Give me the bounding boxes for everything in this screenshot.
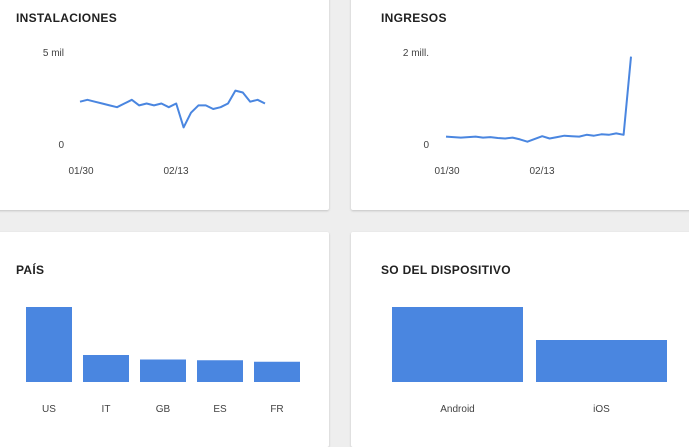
category-label: GB xyxy=(156,404,171,415)
x-tick-label: 02/13 xyxy=(529,166,554,177)
revenue-card[interactable]: INGRESOS 2 mill. 0 01/30 02/13 xyxy=(351,0,689,210)
bar xyxy=(140,359,186,382)
category-label: FR xyxy=(270,404,283,415)
bar xyxy=(83,355,129,382)
y-tick-label: 5 mil xyxy=(43,48,64,59)
x-tick-label: 01/30 xyxy=(434,166,459,177)
os-bar-chart: Android iOS xyxy=(392,307,667,415)
y-tick-label: 2 mill. xyxy=(403,48,429,59)
bar xyxy=(392,307,523,382)
x-tick-label: 01/30 xyxy=(68,166,93,177)
category-label: Android xyxy=(440,404,474,415)
bar xyxy=(536,340,667,382)
country-bar-chart: US IT GB ES FR xyxy=(26,307,300,415)
series-line xyxy=(79,89,266,129)
revenue-title: INGRESOS xyxy=(381,11,447,25)
country-card[interactable]: PAÍS US IT GB ES FR xyxy=(0,232,329,447)
y-tick-label: 0 xyxy=(58,140,64,151)
category-label: IT xyxy=(102,404,111,415)
bar xyxy=(26,307,72,382)
revenue-line-chart: 2 mill. 0 01/30 02/13 xyxy=(403,48,632,177)
os-card[interactable]: SO DEL DISPOSITIVO Android iOS xyxy=(351,232,689,447)
installs-line-chart: 5 mil 0 01/30 02/13 xyxy=(43,48,266,177)
country-title: PAÍS xyxy=(16,263,45,277)
bar xyxy=(254,361,300,382)
bar xyxy=(197,360,243,382)
series-line xyxy=(445,56,632,143)
category-label: ES xyxy=(213,404,227,415)
category-label: US xyxy=(42,404,56,415)
installs-card[interactable]: INSTALACIONES 5 mil 0 01/30 02/13 xyxy=(0,0,329,210)
x-tick-label: 02/13 xyxy=(163,166,188,177)
y-tick-label: 0 xyxy=(423,140,429,151)
installs-title: INSTALACIONES xyxy=(16,11,118,25)
os-title: SO DEL DISPOSITIVO xyxy=(381,263,511,277)
category-label: iOS xyxy=(593,404,610,415)
